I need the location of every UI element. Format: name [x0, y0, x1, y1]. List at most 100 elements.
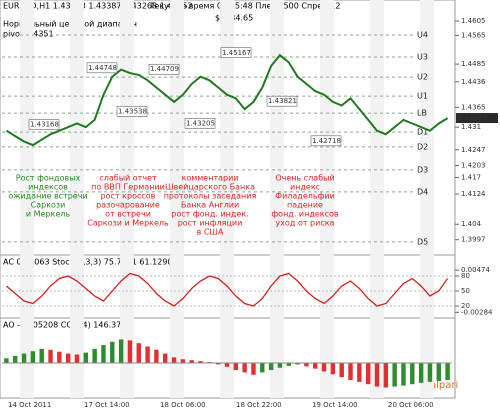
histogram-bar: [154, 349, 159, 363]
annotation: в США: [197, 228, 224, 237]
histogram-bar: [171, 357, 177, 363]
annotation: и Меркель: [26, 210, 71, 219]
annotation: Филадельфии: [275, 192, 335, 201]
annotation: индекс: [290, 183, 320, 192]
histogram-bar: [127, 340, 133, 363]
level-label: D5: [417, 237, 428, 246]
level-label: U4: [417, 31, 428, 40]
annotation: Саркози и Меркель: [87, 219, 169, 228]
histogram-bar: [198, 361, 203, 363]
histogram-bar: [427, 363, 433, 382]
histogram-bar: [418, 363, 424, 383]
histogram-bar: [295, 363, 300, 365]
y-tick-label: 80: [461, 272, 470, 280]
y-tick-label: 1.4605: [461, 17, 486, 25]
histogram-bar: [189, 360, 194, 363]
y-tick-label: 1.3997: [461, 236, 486, 244]
annotation: разочарование: [96, 201, 160, 210]
price-label-box: [116, 106, 148, 117]
annotation: Рост фондовых: [16, 174, 81, 183]
histogram-bar: [304, 363, 309, 367]
histogram-bar: [313, 363, 318, 369]
level-label: D4: [417, 187, 428, 196]
histogram-bar: [392, 363, 397, 387]
price-label: 1.45167: [222, 49, 251, 57]
price-label: 1.44748: [88, 64, 117, 72]
histogram-bar: [286, 363, 291, 366]
last-price: 1.43352: [458, 114, 487, 122]
histogram-bar: [339, 363, 344, 378]
session-band: [370, 0, 384, 398]
histogram-bar: [277, 363, 283, 368]
x-tick-label: 17 Oct 14:00: [84, 401, 130, 409]
x-tick-label: 18 Oct 06:00: [160, 401, 206, 409]
price-line: [5, 272, 449, 307]
brand: alpari: [430, 380, 458, 391]
histogram-bar: [357, 363, 362, 382]
annotation: протоколы заседания: [164, 192, 257, 201]
x-tick-label: 19 Oct 14:00: [312, 401, 358, 409]
histogram-bar: [118, 339, 124, 363]
chart-title: EURUSD,H1 1.43273 1.43387 1.43268 1.4335…: [3, 2, 193, 11]
histogram-bar: [74, 354, 80, 363]
price-label-box: [184, 118, 216, 129]
y-tick-label: 20: [461, 302, 470, 310]
y-tick-label: 1.4203: [461, 162, 486, 170]
histogram-bar: [39, 348, 44, 363]
level-label: U1: [417, 92, 428, 101]
annotation: по ВВП Германии: [91, 183, 165, 192]
histogram-bar: [48, 349, 53, 363]
histogram-bar: [83, 352, 89, 363]
price-label: 1.43205: [186, 119, 215, 127]
histogram-bar: [321, 363, 327, 372]
y-tick-label: 1.4565: [461, 31, 486, 39]
histogram-bar: [260, 363, 265, 373]
y2-tick-label: 0.00474: [461, 266, 490, 274]
price-label-box: [86, 62, 118, 74]
histogram-bar: [224, 363, 230, 367]
annotation: Банка Англии: [181, 201, 239, 210]
level-label: U2: [417, 73, 428, 82]
histogram-bar: [30, 351, 36, 363]
annotation: комментарии: [182, 174, 239, 183]
annotation: индексов: [28, 183, 68, 192]
y-tick-label: 1.4124: [461, 190, 486, 198]
histogram-bar: [145, 346, 150, 363]
y-tick-label: 1.4485: [461, 60, 486, 68]
histogram-bar: [21, 353, 27, 363]
price-label-box: [310, 135, 342, 147]
price-line: [5, 53, 449, 147]
histogram-bar: [436, 363, 441, 381]
histogram-bar: [445, 363, 450, 380]
histogram-bar: [163, 353, 168, 363]
last-price-box: [456, 113, 498, 124]
histogram-bar: [251, 363, 256, 375]
y2-tick-label: -0.00284: [461, 308, 493, 316]
annotation: Саркози: [31, 201, 66, 210]
session-band: [70, 0, 84, 398]
histogram-bar: [101, 345, 106, 363]
y-tick-label: 50: [461, 287, 470, 295]
y-tick-label: 1.4247: [461, 146, 486, 154]
y-tick-label: 1.404: [461, 220, 482, 228]
session-band: [220, 0, 234, 398]
price-label-box: [148, 63, 180, 75]
histogram-bar: [401, 363, 406, 386]
price-label: 1.43168: [30, 121, 59, 129]
session-band: [170, 0, 184, 398]
annotation: Очень слабый: [275, 174, 334, 183]
histogram-bar: [92, 348, 97, 363]
level-label: D3: [417, 165, 428, 174]
histogram-bar: [410, 363, 415, 385]
annotation: Швейцарского Банка: [165, 183, 255, 192]
level-label: D1: [417, 128, 428, 137]
annotation: фонд. индексов: [271, 210, 339, 219]
price-label: 1.44709: [150, 65, 179, 73]
session-band: [420, 0, 434, 398]
status: Текущее время 06:15:48 Плечо 500 Спред 1…: [149, 2, 341, 11]
annotation: падение: [287, 201, 323, 210]
price-label: 1.43821: [268, 97, 297, 105]
histogram-bar: [4, 358, 9, 363]
histogram-bar: [65, 353, 71, 363]
histogram-bar: [348, 363, 353, 380]
